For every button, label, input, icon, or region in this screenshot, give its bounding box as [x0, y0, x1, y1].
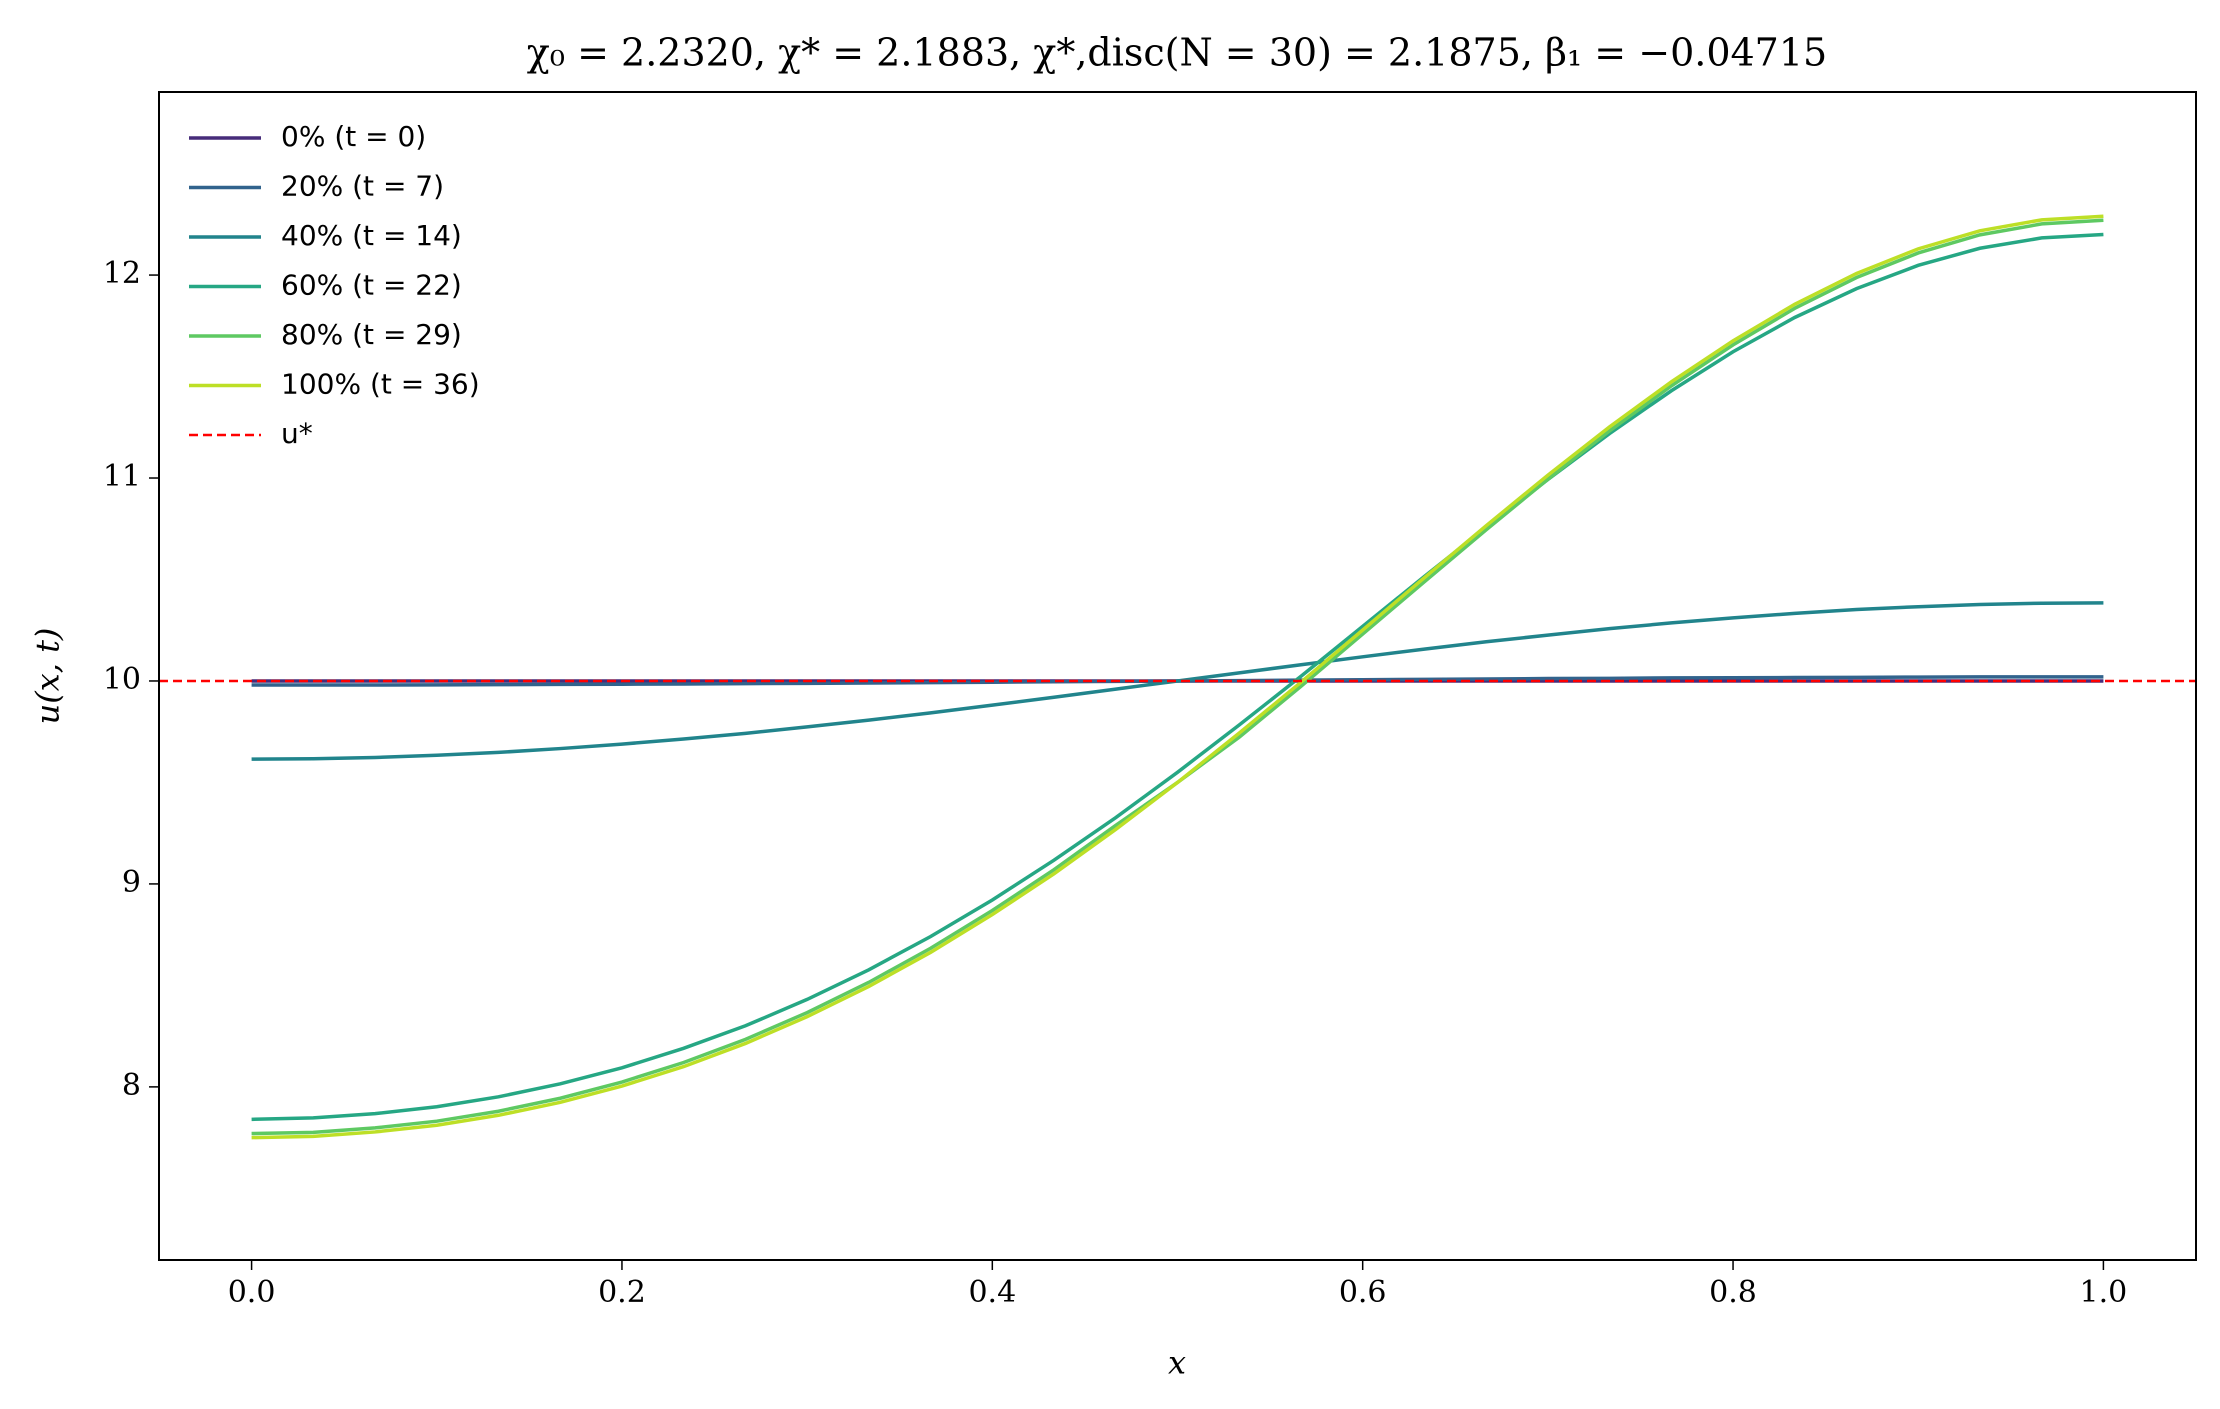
legend-label: 60% (t = 22): [281, 269, 462, 302]
legend-label: 20% (t = 7): [281, 170, 444, 203]
x-tick-label: 1.0: [2080, 1275, 2128, 1310]
y-tick-label: 10: [103, 662, 141, 697]
x-axis-label: x: [1168, 1344, 1186, 1382]
legend-label: 40% (t = 14): [281, 219, 462, 252]
legend-label: u*: [281, 417, 313, 450]
series-line: [251, 232, 2104, 1122]
x-tick-label: 0.6: [1339, 1275, 1387, 1310]
y-tick-label: 8: [122, 1068, 141, 1103]
y-tick-label: 12: [103, 256, 141, 291]
x-tick-label: 0.2: [598, 1275, 646, 1310]
series-line: [251, 214, 2104, 1140]
legend-label: 100% (t = 36): [281, 368, 480, 401]
x-tick-label: 0.8: [1709, 1275, 1757, 1310]
x-tick-label: 0.4: [968, 1275, 1016, 1310]
legend-label: 80% (t = 29): [281, 318, 462, 351]
legend-label: 0% (t = 0): [281, 120, 426, 153]
y-tick-label: 11: [103, 459, 141, 494]
plot-frame: [158, 91, 2197, 1261]
y-axis-label: u(x, t): [29, 628, 67, 725]
x-tick-label: 0.0: [228, 1275, 276, 1310]
y-tick-label: 9: [122, 865, 141, 900]
chart-title: χ₀ = 2.2320, χ* = 2.1883, χ*,disc(N = 30…: [527, 31, 1827, 75]
series-line: [251, 601, 2104, 761]
